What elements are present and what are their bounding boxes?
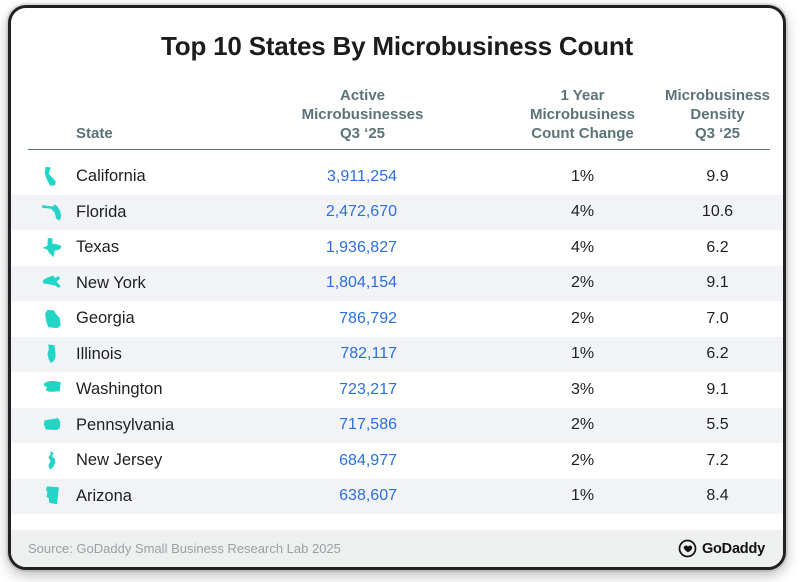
new-jersey-icon xyxy=(41,450,63,472)
table-row: New York 1,804,154 2% 9.1 xyxy=(11,265,783,301)
active-count: 1,804,154 xyxy=(325,274,397,292)
table-row: Illinois 782,117 1% 6.2 xyxy=(11,336,783,372)
new-york-icon xyxy=(41,272,63,294)
count-change: 2% xyxy=(570,451,595,469)
table-row: Washington 723,217 3% 9.1 xyxy=(11,372,783,408)
state-name: California xyxy=(76,167,146,186)
count-change: 2% xyxy=(570,416,595,434)
active-count: 717,586 xyxy=(339,416,397,434)
state-name: Georgia xyxy=(76,309,135,328)
active-count: 2,472,670 xyxy=(325,203,397,221)
density-value: 9.1 xyxy=(706,380,729,398)
table-row: Texas 1,936,827 4% 6.2 xyxy=(11,230,783,266)
illinois-icon xyxy=(41,343,63,365)
table-header-row: State Active Microbusinesses Q3 ‘25 1 Ye… xyxy=(11,86,783,143)
infographic-card: Top 10 States By Microbusiness Count Sta… xyxy=(8,5,786,570)
godaddy-logo-icon xyxy=(678,539,697,558)
density-value: 9.1 xyxy=(706,274,729,292)
footer-bar: Source: GoDaddy Small Business Research … xyxy=(11,530,783,567)
header-divider xyxy=(28,149,770,150)
active-count: 723,217 xyxy=(339,380,397,398)
density-value: 7.0 xyxy=(706,309,729,327)
table-row: Arizona 638,607 1% 8.4 xyxy=(11,478,783,514)
state-name: Arizona xyxy=(76,486,132,505)
table-row: Pennsylvania 717,586 2% 5.5 xyxy=(11,407,783,443)
california-icon xyxy=(41,166,63,188)
table-row: Florida 2,472,670 4% 10.6 xyxy=(11,194,783,230)
count-change: 2% xyxy=(570,309,595,327)
florida-icon xyxy=(41,201,63,223)
active-count: 638,607 xyxy=(339,487,397,505)
table-header-density: Microbusiness Density Q3 ‘25 xyxy=(665,87,771,142)
state-name: Texas xyxy=(76,238,120,257)
georgia-icon xyxy=(41,308,63,330)
page-title: Top 10 States By Microbusiness Count xyxy=(161,31,633,61)
source-text: Source: GoDaddy Small Business Research … xyxy=(28,541,341,556)
count-change: 1% xyxy=(570,487,595,505)
count-change: 4% xyxy=(570,203,595,221)
godaddy-wordmark: GoDaddy xyxy=(701,540,765,557)
table-row: Georgia 786,792 2% 7.0 xyxy=(11,301,783,337)
active-count: 786,792 xyxy=(339,309,397,327)
count-change: 4% xyxy=(570,238,595,256)
density-value: 7.2 xyxy=(706,451,729,469)
active-count: 3,911,254 xyxy=(327,167,397,185)
table-row: California 3,911,254 1% 9.9 xyxy=(11,159,783,195)
table-body: California 3,911,254 1% 9.9 Florida 2,47… xyxy=(11,159,783,514)
density-value: 6.2 xyxy=(706,345,729,363)
density-value: 9.9 xyxy=(706,167,729,185)
state-name: New York xyxy=(76,273,146,292)
count-change: 1% xyxy=(570,345,595,363)
density-value: 5.5 xyxy=(706,416,729,434)
pennsylvania-icon xyxy=(41,414,63,436)
table-row: New Jersey 684,977 2% 7.2 xyxy=(11,443,783,479)
table-header-active: Active Microbusinesses Q3 ‘25 xyxy=(301,87,424,142)
state-name: Pennsylvania xyxy=(76,415,175,434)
washington-icon xyxy=(41,379,63,401)
godaddy-logo: GoDaddy xyxy=(678,539,765,558)
table-header-state: State xyxy=(76,125,113,142)
active-count: 782,117 xyxy=(340,345,397,363)
table-header-change: 1 Year Microbusiness Count Change xyxy=(529,87,636,142)
state-name: Florida xyxy=(76,202,127,221)
count-change: 1% xyxy=(570,167,595,185)
active-count: 1,936,827 xyxy=(325,238,397,256)
state-name: Illinois xyxy=(76,344,122,363)
count-change: 3% xyxy=(570,380,595,398)
density-value: 10.6 xyxy=(701,203,734,221)
arizona-icon xyxy=(41,485,63,507)
active-count: 684,977 xyxy=(339,451,397,469)
density-value: 6.2 xyxy=(706,238,729,256)
state-name: Washington xyxy=(76,380,163,399)
density-value: 8.4 xyxy=(706,487,729,505)
texas-icon xyxy=(41,237,63,259)
state-name: New Jersey xyxy=(76,451,163,470)
count-change: 2% xyxy=(570,274,595,292)
